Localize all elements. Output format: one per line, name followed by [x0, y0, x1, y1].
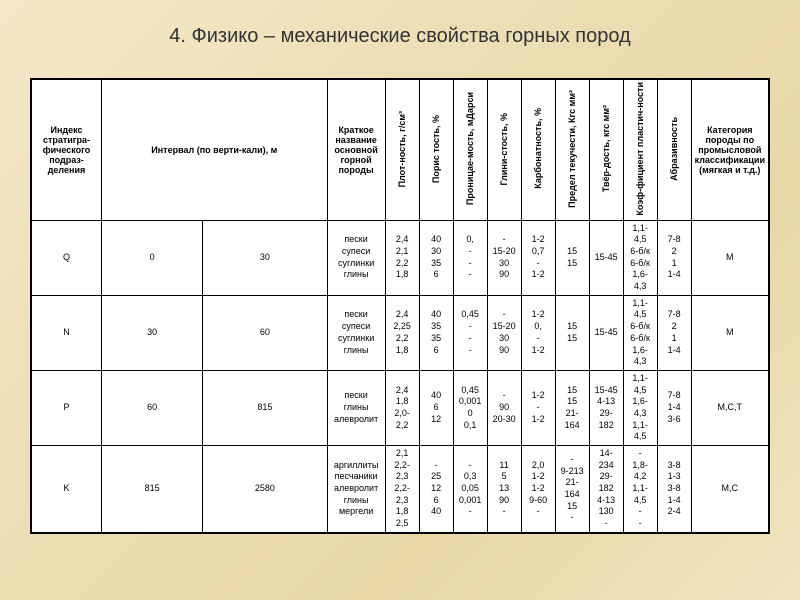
cell-permeability: -0,30,050,001-	[453, 446, 487, 533]
cell-interval-from: 60	[102, 370, 203, 445]
cell-yield: 151521-164	[555, 370, 589, 445]
cell-permeability: 0,---	[453, 220, 487, 295]
cell-hardness: 15-45	[589, 220, 623, 295]
cell-porosity: 40612	[419, 370, 453, 445]
col-permeability: Проницае-мость, мДарси	[453, 80, 487, 221]
col-category: Категория породы по промысловой классифи…	[691, 80, 768, 221]
cell-rock: пескисупесисуглинкиглины	[327, 295, 385, 370]
cell-index: Q	[32, 220, 102, 295]
cell-hardness: 15-45	[589, 295, 623, 370]
cell-carbonate: 1-20,-1-2	[521, 295, 555, 370]
table-row: K8152580аргиллитыпесчаникиалевролитглины…	[32, 446, 769, 533]
cell-yield: 1515	[555, 295, 589, 370]
cell-clay: -15-203090	[487, 220, 521, 295]
col-abrasive: Абразивность	[657, 80, 691, 221]
col-plasticity: Коэф-фициент пластич-ности	[623, 80, 657, 221]
table-body: Q030пескисупесисуглинкиглины2,42,12,21,8…	[32, 220, 769, 532]
col-porosity: Порис тость, %	[419, 80, 453, 221]
cell-plasticity: 1,1-4,56-б/к6-б/к1,6-4,3	[623, 295, 657, 370]
slide-title: 4. Физико – механические свойства горных…	[30, 25, 770, 48]
cell-plasticity: 1,1-4,56-б/к6-б/к1,6-4,3	[623, 220, 657, 295]
table-row: P60815пескиглиныалевролит2,41,82,0-2,240…	[32, 370, 769, 445]
cell-category: М,С,Т	[691, 370, 768, 445]
cell-rock: аргиллитыпесчаникиалевролитглинымергели	[327, 446, 385, 533]
cell-abrasive: 3-81-33-81-42-4	[657, 446, 691, 533]
cell-interval-to: 815	[203, 370, 327, 445]
cell-clay: -15-203090	[487, 295, 521, 370]
cell-interval-from: 0	[102, 220, 203, 295]
col-clay: Глини-стость, %	[487, 80, 521, 221]
cell-yield: -9-21321-16415-	[555, 446, 589, 533]
cell-index: K	[32, 446, 102, 533]
cell-carbonate: 1-2-1-2	[521, 370, 555, 445]
cell-porosity: 4035356	[419, 295, 453, 370]
cell-density: 2,12,2-2,32,2-2,31,82,5	[385, 446, 419, 533]
col-density: Плот-ность, г/см³	[385, 80, 419, 221]
cell-category: М	[691, 220, 768, 295]
cell-permeability: 0,45---	[453, 295, 487, 370]
cell-density: 2,41,82,0-2,2	[385, 370, 419, 445]
cell-density: 2,42,252,21,8	[385, 295, 419, 370]
cell-hardness: 14-23429-1824-13130-	[589, 446, 623, 533]
properties-table: Индекс стратигра-фического подраз-делени…	[31, 79, 769, 533]
col-carbonate: Карбонатность, %	[521, 80, 555, 221]
cell-category: М,С	[691, 446, 768, 533]
cell-abrasive: 7-8211-4	[657, 220, 691, 295]
cell-category: М	[691, 295, 768, 370]
cell-plasticity: -1,8-4,21,1-4,5--	[623, 446, 657, 533]
cell-carbonate: 2,01-21-29-60-	[521, 446, 555, 533]
cell-interval-from: 815	[102, 446, 203, 533]
cell-clay: -9020-30	[487, 370, 521, 445]
cell-carbonate: 1-20,7-1-2	[521, 220, 555, 295]
cell-clay: 1151390-	[487, 446, 521, 533]
cell-interval-to: 60	[203, 295, 327, 370]
col-interval: Интервал (по верти-кали), м	[102, 80, 328, 221]
cell-density: 2,42,12,21,8	[385, 220, 419, 295]
cell-interval-to: 30	[203, 220, 327, 295]
cell-interval-from: 30	[102, 295, 203, 370]
header-row: Индекс стратигра-фического подраз-делени…	[32, 80, 769, 221]
col-rockname: Краткое название основной горной породы	[327, 80, 385, 221]
cell-permeability: 0,450,001 00,1	[453, 370, 487, 445]
cell-abrasive: 7-81-43-6	[657, 370, 691, 445]
table-row: N3060пескисупесисуглинкиглины2,42,252,21…	[32, 295, 769, 370]
cell-plasticity: 1,1-4,51,6-4,31,1-4,5	[623, 370, 657, 445]
cell-porosity: -2512640	[419, 446, 453, 533]
cell-porosity: 4030356	[419, 220, 453, 295]
slide-container: 4. Физико – механические свойства горных…	[0, 0, 800, 600]
cell-interval-to: 2580	[203, 446, 327, 533]
table-container: Индекс стратигра-фического подраз-делени…	[30, 78, 770, 534]
cell-yield: 1515	[555, 220, 589, 295]
cell-index: P	[32, 370, 102, 445]
cell-rock: пескисупесисуглинкиглины	[327, 220, 385, 295]
cell-hardness: 15-454-1329-182	[589, 370, 623, 445]
cell-index: N	[32, 295, 102, 370]
cell-rock: пескиглиныалевролит	[327, 370, 385, 445]
table-row: Q030пескисупесисуглинкиглины2,42,12,21,8…	[32, 220, 769, 295]
cell-abrasive: 7-8211-4	[657, 295, 691, 370]
col-stratigraphy: Индекс стратигра-фического подраз-делени…	[32, 80, 102, 221]
col-hardness: Твёр-дость, кгс мм²	[589, 80, 623, 221]
col-yield: Предел текучести, Кгс мм²	[555, 80, 589, 221]
